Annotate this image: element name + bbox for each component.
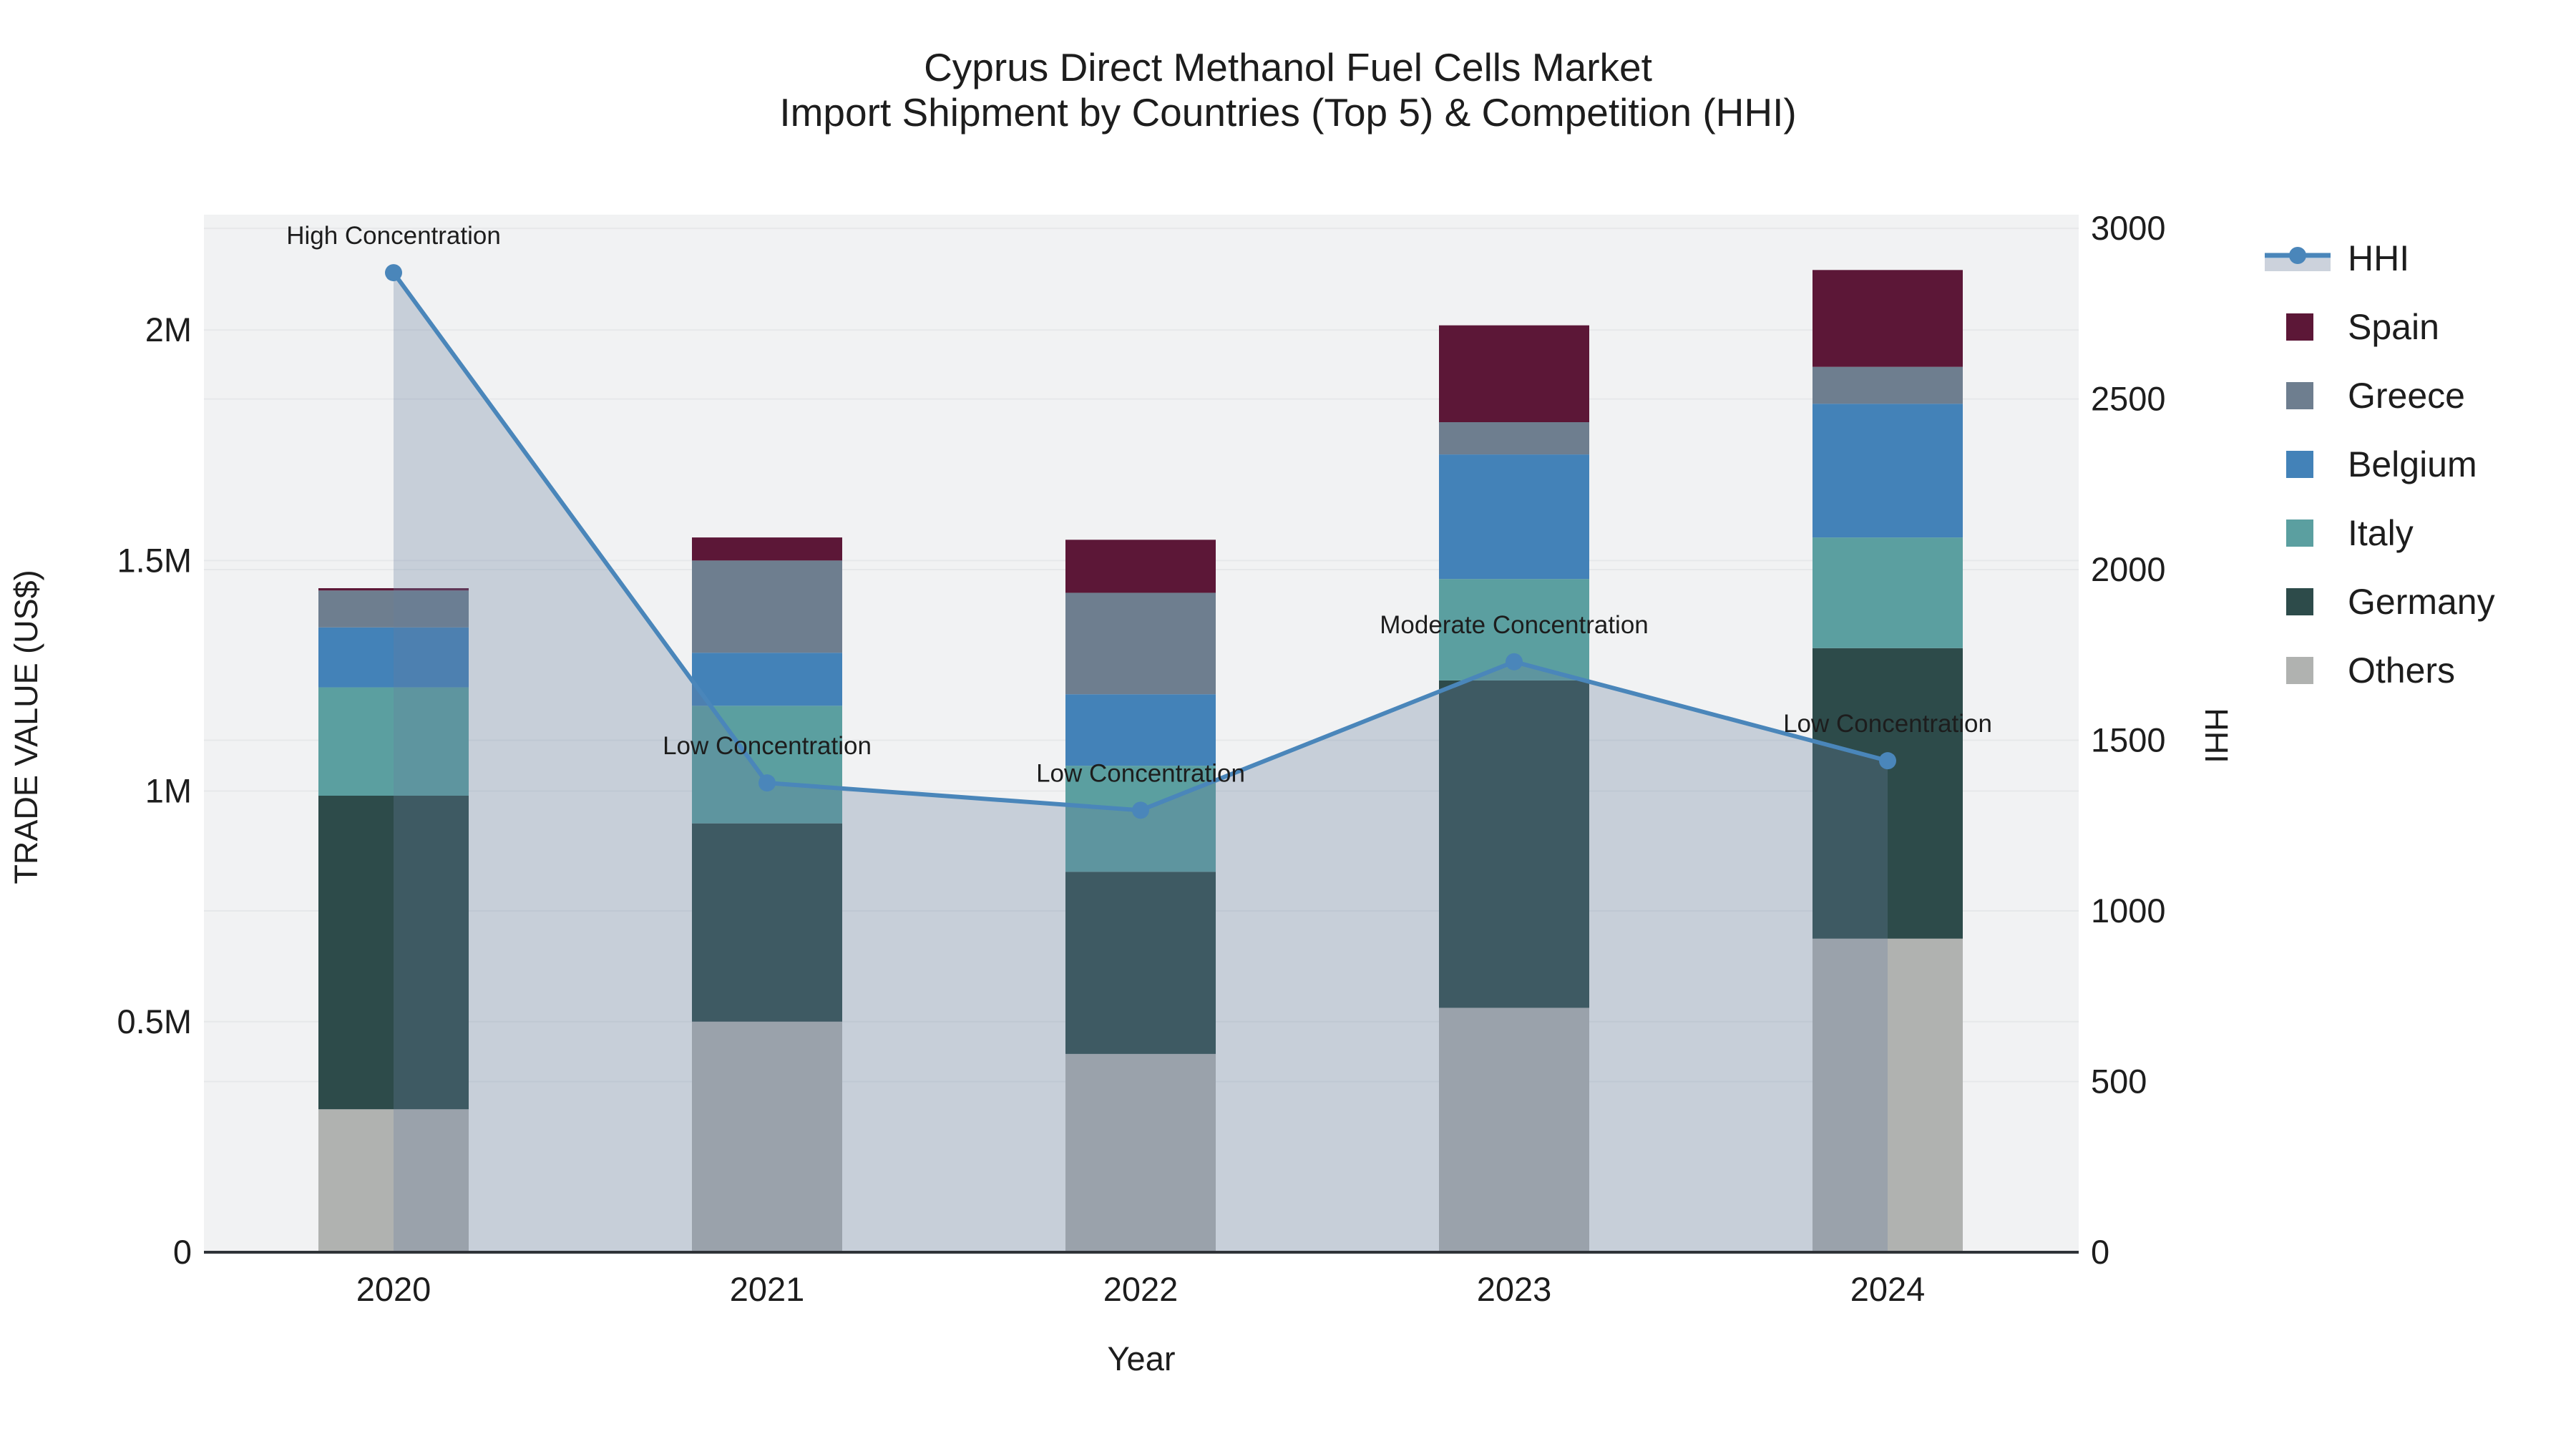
bar-2021-greece bbox=[692, 560, 842, 653]
legend-item-germany[interactable]: Germany bbox=[2258, 582, 2495, 622]
bar-2023-germany bbox=[1439, 680, 1589, 1008]
bar-2021-belgium bbox=[692, 653, 842, 706]
legend-color-spain bbox=[2286, 313, 2313, 341]
legend-label-hhi: HHI bbox=[2348, 238, 2410, 278]
bar-2024-spain bbox=[1813, 270, 1963, 367]
bar-2024-greece bbox=[1813, 366, 1963, 404]
bar-2020-germany bbox=[318, 796, 469, 1110]
legend-item-spain[interactable]: Spain bbox=[2258, 307, 2495, 347]
y1-tick-0: 0 bbox=[173, 1233, 192, 1271]
bar-2022-spain bbox=[1065, 540, 1216, 593]
y2-tick-3000: 3000 bbox=[2091, 209, 2166, 247]
hhi-marker-2023 bbox=[1506, 653, 1523, 670]
chart-title-line2: Import Shipment by Countries (Top 5) & C… bbox=[779, 90, 1796, 135]
annotation-2021: Low Concentration bbox=[663, 732, 872, 760]
hhi-marker-2021 bbox=[758, 774, 776, 792]
stacked-bars bbox=[318, 270, 1963, 1252]
annotation-2022: Low Concentration bbox=[1036, 759, 1245, 787]
y2-tick-2000: 2000 bbox=[2091, 550, 2166, 588]
hhi-area bbox=[394, 273, 1888, 1252]
y2-tick-0: 0 bbox=[2091, 1233, 2109, 1271]
y1-axis-title: TRADE VALUE (US$) bbox=[8, 570, 44, 884]
bar-2020-greece bbox=[318, 590, 469, 628]
bar-2024-belgium bbox=[1813, 404, 1963, 538]
x-axis-title: Year bbox=[1108, 1340, 1176, 1377]
legend-item-greece[interactable]: Greece bbox=[2258, 376, 2495, 416]
legend-color-others bbox=[2286, 657, 2313, 684]
hhi-line-group bbox=[385, 264, 1896, 819]
legend-item-others[interactable]: Others bbox=[2258, 650, 2495, 691]
legend: HHI Spain Greece Belgium Italy Germany Others bbox=[2258, 238, 2495, 691]
bar-2022-belgium bbox=[1065, 694, 1216, 766]
legend-swatch bbox=[2258, 582, 2338, 622]
y2-axis-title: HHI bbox=[2198, 708, 2235, 763]
bar-2021-italy bbox=[692, 706, 842, 824]
bar-2021-germany bbox=[692, 823, 842, 1022]
bar-2021-spain bbox=[692, 537, 842, 561]
y1-tick-1M: 1M bbox=[145, 772, 192, 810]
bar-2020-italy bbox=[318, 687, 469, 796]
bar-2020-spain bbox=[318, 588, 469, 591]
hhi-marker-2024 bbox=[1879, 752, 1896, 770]
bar-2021-others bbox=[692, 1021, 842, 1252]
chart-title-line1: Cyprus Direct Methanol Fuel Cells Market bbox=[924, 45, 1652, 89]
annotation-2020: High Concentration bbox=[286, 222, 501, 250]
legend-item-belgium[interactable]: Belgium bbox=[2258, 444, 2495, 484]
legend-color-italy bbox=[2286, 519, 2313, 547]
y2-tick-1500: 1500 bbox=[2091, 721, 2166, 759]
bar-2022-germany bbox=[1065, 872, 1216, 1054]
hhi-marker-2020 bbox=[385, 264, 402, 282]
bar-2023-greece bbox=[1439, 422, 1589, 455]
bar-2024-others bbox=[1813, 938, 1963, 1252]
tick-labels: 0 0.5M 1M 1.5M 2M 0 500 1000 1500 2000 2500 3000 202… bbox=[117, 209, 2166, 1308]
legend-swatch bbox=[2258, 650, 2338, 691]
legend-label-italy: Italy bbox=[2348, 513, 2414, 553]
bar-2024-germany bbox=[1813, 648, 1963, 939]
legend-swatch bbox=[2258, 376, 2338, 416]
legend-label-greece: Greece bbox=[2348, 376, 2465, 416]
bar-2023-belgium bbox=[1439, 454, 1589, 580]
annotation-2024: Low Concentration bbox=[1783, 710, 1992, 738]
legend-label-others: Others bbox=[2348, 650, 2456, 691]
bar-2020-belgium bbox=[318, 627, 469, 688]
x-tick-2023: 2023 bbox=[1477, 1270, 1552, 1308]
bar-2023-others bbox=[1439, 1008, 1589, 1252]
legend-item-italy[interactable]: Italy bbox=[2258, 513, 2495, 553]
y2-tick-500: 500 bbox=[2091, 1063, 2147, 1101]
legend-label-belgium: Belgium bbox=[2348, 444, 2477, 484]
legend-color-germany bbox=[2286, 588, 2313, 615]
hhi-area-fill bbox=[394, 273, 1888, 1252]
y2-tick-2500: 2500 bbox=[2091, 380, 2166, 418]
legend-label-spain: Spain bbox=[2348, 307, 2439, 347]
hhi-legend-glyph bbox=[2265, 247, 2331, 271]
legend-color-belgium bbox=[2286, 451, 2313, 478]
bar-2024-italy bbox=[1813, 537, 1963, 648]
y2-tick-1000: 1000 bbox=[2091, 892, 2166, 930]
legend-label-germany: Germany bbox=[2348, 582, 2495, 622]
legend-swatch bbox=[2258, 444, 2338, 484]
y1-tick-0.5M: 0.5M bbox=[117, 1002, 192, 1040]
x-tick-2024: 2024 bbox=[1850, 1270, 1926, 1308]
bar-2022-others bbox=[1065, 1053, 1216, 1252]
y1-tick-1.5M: 1.5M bbox=[117, 541, 192, 579]
legend-color-greece bbox=[2286, 382, 2313, 409]
bar-2023-spain bbox=[1439, 325, 1589, 422]
bar-2022-greece bbox=[1065, 592, 1216, 695]
legend-swatch bbox=[2258, 513, 2338, 553]
hhi-marker-2022 bbox=[1132, 801, 1149, 819]
x-tick-2021: 2021 bbox=[730, 1270, 805, 1308]
bar-2020-others bbox=[318, 1109, 469, 1252]
legend-item-hhi[interactable]: HHI bbox=[2258, 238, 2495, 278]
x-tick-2022: 2022 bbox=[1103, 1270, 1179, 1308]
y1-tick-2M: 2M bbox=[145, 311, 192, 348]
hhi-line-swatch-icon bbox=[2258, 238, 2338, 278]
legend-swatch bbox=[2258, 307, 2338, 347]
annotation-2023: Moderate Concentration bbox=[1380, 611, 1649, 639]
annotations: High Concentration Low Concentration Low C… bbox=[286, 222, 1992, 787]
x-tick-2020: 2020 bbox=[356, 1270, 431, 1308]
